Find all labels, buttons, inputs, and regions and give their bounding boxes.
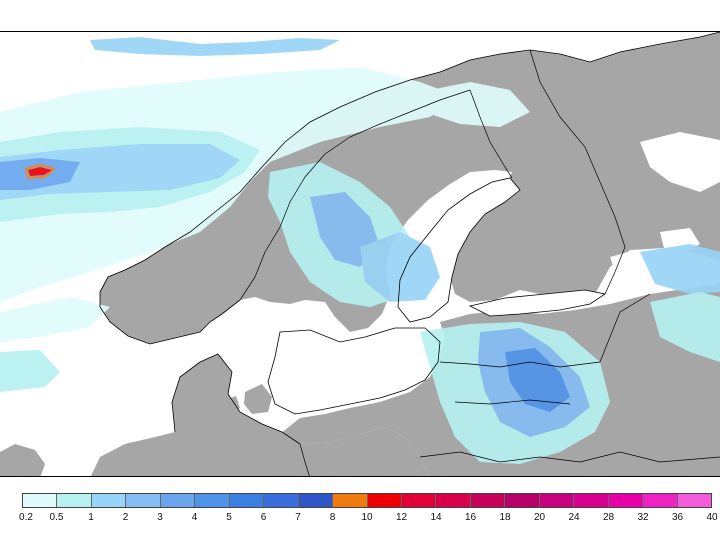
precip-east-russia bbox=[640, 244, 720, 294]
legend-tick-label: 20 bbox=[533, 512, 546, 523]
legend-swatch bbox=[401, 494, 437, 507]
baltic-coast bbox=[267, 327, 441, 415]
legend-tick-label: 12 bbox=[395, 512, 408, 523]
legend-tick-label: 18 bbox=[499, 512, 511, 523]
legend-tick-label: 6 bbox=[260, 512, 267, 523]
legend-swatch bbox=[505, 494, 540, 507]
lake-ladoga bbox=[610, 250, 650, 282]
precip-finland-center bbox=[360, 232, 440, 302]
scandinavia-landmass bbox=[100, 32, 720, 344]
legend-tick-label: 5 bbox=[226, 512, 232, 523]
legend-tick-label: 24 bbox=[568, 512, 580, 523]
uk-landmass bbox=[0, 444, 45, 476]
precip-moderate-west bbox=[0, 144, 240, 200]
legend-swatch bbox=[91, 494, 127, 507]
precip-far-west-lower bbox=[0, 350, 60, 392]
precipitation-overlay bbox=[0, 37, 720, 464]
central-europe-landmass bbox=[90, 354, 430, 476]
legend-tick-label: 32 bbox=[637, 512, 649, 523]
norway-sweden-border bbox=[239, 89, 471, 301]
lake-vanern bbox=[268, 320, 296, 340]
denmark-coast bbox=[171, 353, 301, 445]
legend-swatch bbox=[126, 494, 161, 507]
norway-coast bbox=[99, 32, 720, 293]
norway-south-coast bbox=[99, 292, 241, 345]
legend-tick-label: 2 bbox=[122, 512, 129, 523]
precip-max-cell bbox=[28, 167, 52, 176]
baltic-borders bbox=[439, 293, 651, 405]
land-areas bbox=[0, 32, 720, 476]
legend-tick-label: 1 bbox=[88, 512, 94, 523]
funen-island bbox=[225, 396, 240, 414]
precip-baltic-heavy bbox=[505, 348, 570, 412]
legend-swatch bbox=[608, 494, 644, 507]
precipitation-map bbox=[0, 31, 720, 477]
legend-swatch bbox=[677, 494, 712, 507]
precip-north-band-top bbox=[90, 37, 340, 56]
bothnia-coast bbox=[397, 177, 521, 323]
sweden-finland-border bbox=[469, 89, 513, 179]
legend-tick-label: 8 bbox=[329, 512, 336, 523]
legend-tick-label: 0.5 bbox=[49, 512, 64, 523]
map-canvas bbox=[0, 32, 720, 476]
legend-swatch bbox=[539, 494, 575, 507]
precip-north-atlantic-light bbox=[0, 67, 460, 302]
legend-tick-label: 36 bbox=[671, 512, 684, 523]
legend-swatch bbox=[470, 494, 506, 507]
legend-swatch bbox=[436, 494, 471, 507]
legend-swatch bbox=[264, 494, 299, 507]
legend-tick-label: 28 bbox=[602, 512, 615, 523]
precip-east-lower bbox=[650, 292, 720, 362]
legend-tick-label: 14 bbox=[430, 512, 442, 523]
precipitation-legend-labels: 0.2 0.5 1 2 3 4 5 6 7 8 10 12 14 16 18 20 24 28 32 36 40 bbox=[0, 512, 720, 526]
germany-poland-border bbox=[299, 443, 720, 476]
legend-tick-label: 10 bbox=[361, 512, 373, 523]
legend-tick-label: 40 bbox=[706, 512, 718, 523]
legend-swatch bbox=[643, 494, 678, 507]
country-borders bbox=[239, 49, 720, 476]
legend-swatch bbox=[367, 494, 402, 507]
legend-swatch bbox=[333, 494, 368, 507]
legend-swatch bbox=[57, 494, 92, 507]
legend-swatch bbox=[574, 494, 609, 507]
legend-tick-label: 4 bbox=[191, 512, 198, 523]
precip-west-scatter bbox=[0, 297, 110, 342]
legend-swatch bbox=[160, 494, 196, 507]
legend-swatch bbox=[195, 494, 230, 507]
legend-swatch bbox=[23, 494, 58, 507]
zealand-island bbox=[244, 384, 272, 414]
gulf-of-finland bbox=[470, 290, 605, 316]
white-sea bbox=[640, 132, 720, 192]
legend-swatch bbox=[229, 494, 265, 507]
legend-tick-label: 3 bbox=[157, 512, 163, 523]
finland-russia-border bbox=[529, 49, 626, 295]
coastlines bbox=[99, 32, 720, 445]
legend-tick-label: 7 bbox=[295, 512, 301, 523]
legend-swatch bbox=[298, 494, 334, 507]
finland-gulf-coast bbox=[468, 289, 607, 317]
precip-max-cell-ring bbox=[24, 163, 57, 180]
legend-tick-label: 0.2 bbox=[19, 512, 33, 523]
precipitation-legend-bar bbox=[22, 493, 712, 508]
legend-tick-label: 16 bbox=[464, 512, 477, 523]
